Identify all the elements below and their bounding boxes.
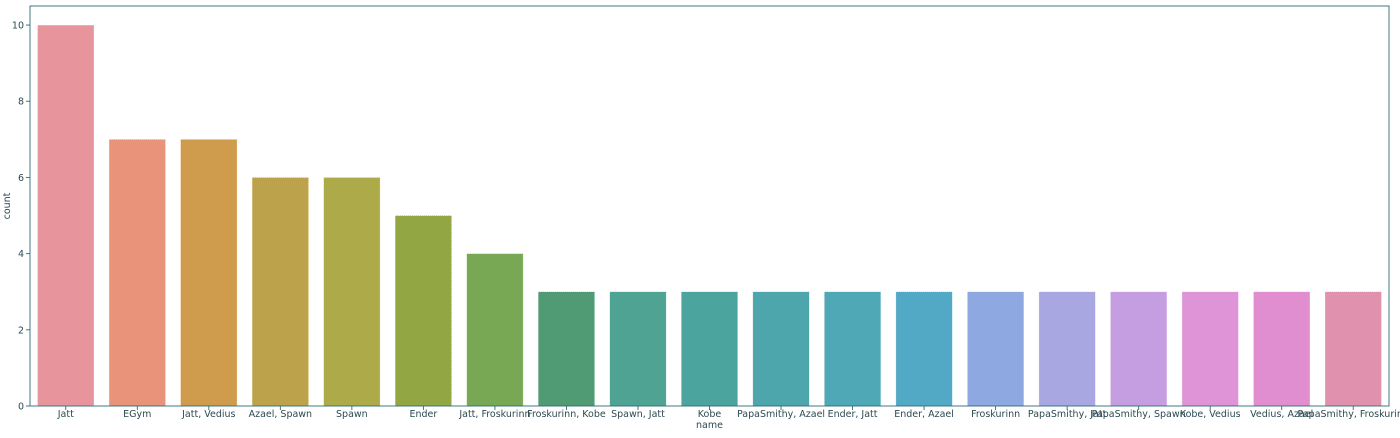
- x-tick-label: Jatt: [57, 409, 74, 420]
- y-tick-label: 0: [18, 402, 24, 413]
- x-tick-label: Vedius, Azael: [1250, 409, 1313, 420]
- x-tick-label: Jatt, Froskurinn: [458, 409, 530, 420]
- bar-11: [752, 291, 810, 407]
- x-tick-label: Spawn: [336, 409, 368, 420]
- bar-16: [1110, 291, 1168, 407]
- x-axis-label: name: [696, 420, 723, 431]
- x-tick-label: Ender: [409, 409, 437, 420]
- bars-layer: [37, 24, 1382, 407]
- bar-17: [1181, 291, 1239, 407]
- x-tick-label: Jatt, Vedius: [181, 409, 235, 420]
- bar-19: [1324, 291, 1382, 407]
- x-tick-label: Froskurinn, Kobe: [527, 409, 606, 420]
- x-tick-label: PapaSmithy, Spawn: [1092, 409, 1186, 420]
- x-tick-label: Spawn, Jatt: [611, 409, 665, 420]
- y-tick-label: 4: [18, 249, 24, 260]
- x-axis-ticks: Jatt EGym Jatt, Vedius Azael, Spawn Spawn End…: [57, 406, 1400, 420]
- bar-8: [537, 291, 596, 407]
- x-tick-label: PapaSmithy, Azael: [737, 409, 825, 420]
- x-tick-label: Froskurinn: [971, 409, 1020, 420]
- x-tick-label: Kobe: [698, 409, 722, 420]
- x-tick-label: Azael, Spawn: [249, 409, 313, 420]
- bar-14: [967, 291, 1025, 407]
- x-tick-label: PapaSmithy, Froskurinn: [1298, 409, 1400, 420]
- bar-9: [609, 291, 667, 407]
- x-tick-label: Ender, Jatt: [828, 409, 878, 420]
- bar-6: [394, 215, 452, 407]
- x-tick-label: PapaSmithy, Jatt: [1028, 409, 1107, 420]
- bar-1: [37, 24, 95, 407]
- y-axis-label: count: [2, 192, 13, 219]
- bar-10: [680, 291, 739, 407]
- y-axis-ticks: 0 2 4 6 8 10: [12, 21, 30, 413]
- y-tick-label: 6: [18, 173, 24, 184]
- bar-18: [1253, 291, 1311, 407]
- bar-12: [823, 291, 882, 407]
- y-tick-label: 8: [18, 97, 24, 108]
- bar-4: [251, 177, 309, 407]
- x-tick-label: Ender, Azael: [894, 409, 954, 420]
- x-tick-label: EGym: [123, 409, 151, 420]
- bar-2: [108, 139, 166, 407]
- bar-5: [323, 177, 381, 407]
- bar-7: [466, 253, 524, 407]
- y-tick-label: 10: [12, 21, 24, 32]
- bar-15: [1038, 291, 1096, 407]
- x-tick-label: Kobe, Vedius: [1180, 409, 1241, 420]
- bar-3: [180, 139, 238, 407]
- bar-13: [895, 291, 953, 407]
- y-tick-label: 2: [18, 325, 24, 336]
